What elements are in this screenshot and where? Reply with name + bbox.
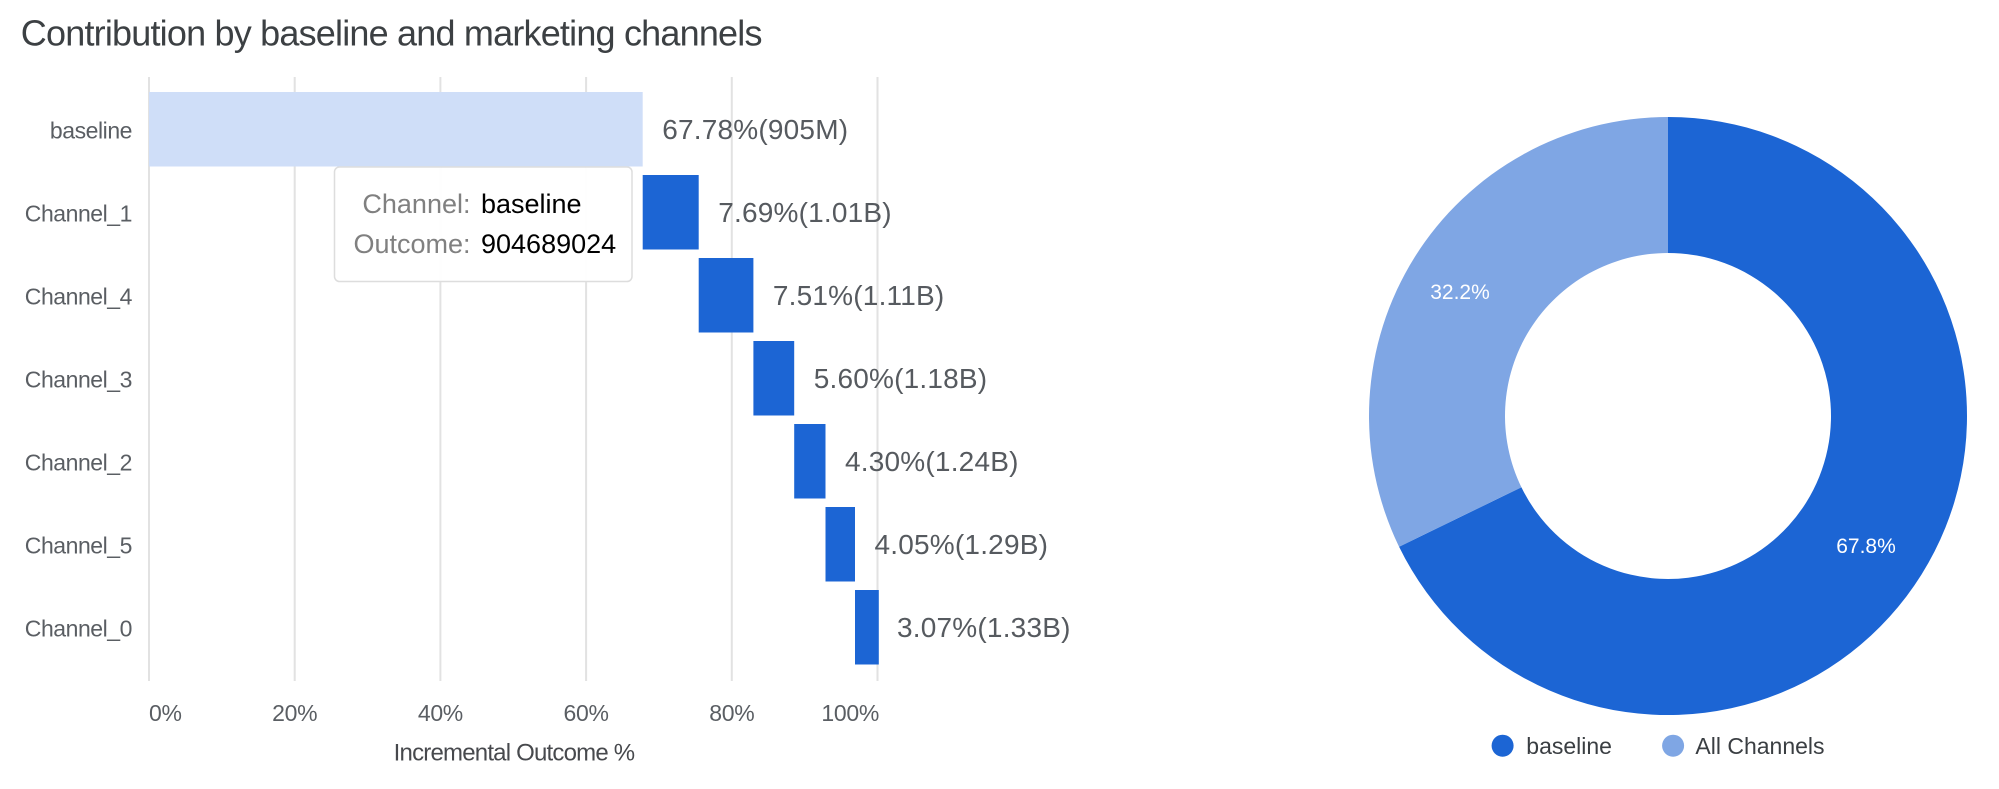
svg-text:Channel_0: Channel_0	[25, 616, 132, 642]
svg-text:Channel_1: Channel_1	[25, 201, 132, 227]
svg-text:7.69%(1.01B): 7.69%(1.01B)	[718, 197, 892, 228]
svg-text:Channel:: Channel:	[362, 189, 470, 219]
svg-text:5.60%(1.18B): 5.60%(1.18B)	[814, 363, 988, 394]
svg-text:Outcome:: Outcome:	[353, 229, 470, 259]
svg-text:7.51%(1.11B): 7.51%(1.11B)	[773, 280, 945, 311]
svg-text:Channel_3: Channel_3	[25, 367, 132, 393]
svg-text:Channel_4: Channel_4	[25, 284, 133, 310]
svg-text:4.30%(1.24B): 4.30%(1.24B)	[845, 446, 1019, 477]
svg-text:Contribution by baseline and m: Contribution by baseline and marketing c…	[21, 13, 762, 54]
svg-text:All Channels: All Channels	[1695, 733, 1824, 759]
svg-text:4.05%(1.29B): 4.05%(1.29B)	[875, 529, 1049, 560]
svg-text:baseline: baseline	[481, 189, 582, 219]
svg-text:80%: 80%	[709, 700, 754, 726]
svg-text:3.07%(1.33B): 3.07%(1.33B)	[897, 612, 1071, 643]
svg-text:0%: 0%	[149, 700, 182, 726]
svg-text:Channel_2: Channel_2	[25, 450, 132, 476]
svg-text:Incremental Outcome %: Incremental Outcome %	[394, 740, 635, 767]
svg-text:904689024: 904689024	[481, 229, 616, 259]
svg-text:100%: 100%	[821, 700, 879, 726]
svg-text:67.8%: 67.8%	[1836, 535, 1896, 558]
svg-text:Channel_5: Channel_5	[25, 533, 132, 559]
svg-text:20%: 20%	[272, 700, 317, 726]
svg-text:baseline: baseline	[1526, 733, 1612, 759]
svg-text:60%: 60%	[564, 700, 609, 726]
svg-text:40%: 40%	[418, 700, 463, 726]
svg-text:32.2%: 32.2%	[1430, 281, 1490, 304]
svg-text:67.78%(905M): 67.78%(905M)	[662, 114, 848, 145]
svg-text:baseline: baseline	[50, 118, 132, 144]
